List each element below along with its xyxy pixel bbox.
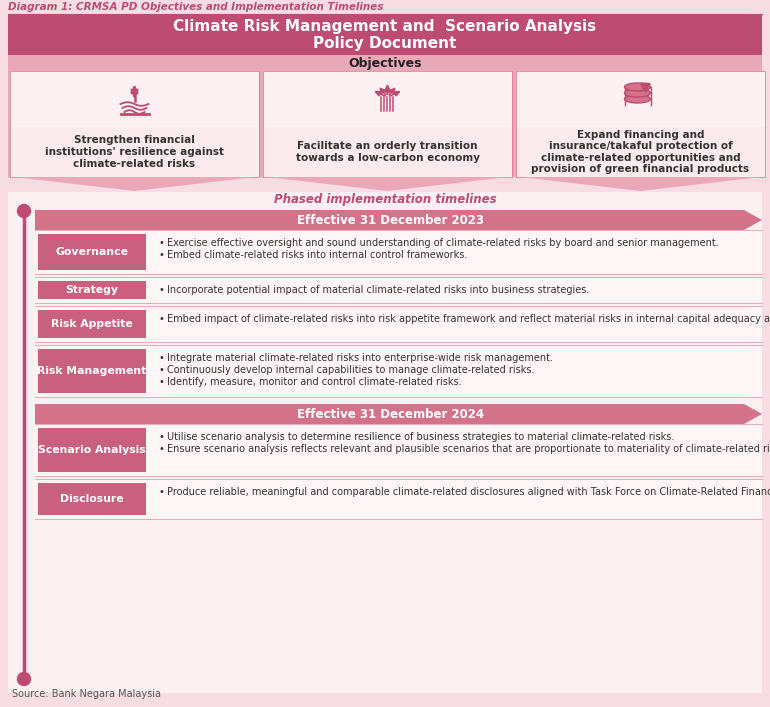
- Bar: [10, 127, 259, 177]
- Text: Continuously develop internal capabilities to manage climate-related risks.: Continuously develop internal capabiliti…: [167, 365, 534, 375]
- Text: •: •: [158, 432, 164, 442]
- Polygon shape: [14, 177, 255, 191]
- Text: Expand financing and
insurance/takaful protection of
climate-related opportuniti: Expand financing and insurance/takaful p…: [531, 129, 749, 175]
- Bar: [516, 127, 765, 177]
- Bar: [263, 127, 512, 177]
- Bar: [35, 424, 762, 476]
- Text: Exercise effective oversight and sound understanding of climate-related risks by: Exercise effective oversight and sound u…: [167, 238, 718, 248]
- Text: •: •: [158, 487, 164, 497]
- Polygon shape: [35, 210, 762, 230]
- Polygon shape: [267, 177, 508, 191]
- Text: Strengthen financial
institutions' resilience against
climate-related risks: Strengthen financial institutions' resil…: [45, 136, 224, 168]
- Text: Risk Appetite: Risk Appetite: [51, 319, 133, 329]
- Bar: [8, 192, 762, 693]
- Text: Facilitate an orderly transition
towards a low-carbon economy: Facilitate an orderly transition towards…: [296, 141, 480, 163]
- Bar: [35, 306, 762, 342]
- Text: Source: Bank Negara Malaysia: Source: Bank Negara Malaysia: [12, 689, 161, 699]
- Bar: [35, 277, 762, 303]
- Bar: [35, 479, 762, 519]
- Text: •: •: [158, 314, 164, 324]
- Text: Climate Risk Management and  Scenario Analysis
Policy Document: Climate Risk Management and Scenario Ana…: [173, 19, 597, 51]
- Ellipse shape: [624, 83, 651, 91]
- Text: Strategy: Strategy: [65, 285, 119, 295]
- Text: Produce reliable, meaningful and comparable climate-related disclosures aligned : Produce reliable, meaningful and compara…: [167, 487, 770, 497]
- Ellipse shape: [624, 95, 651, 103]
- Bar: [8, 71, 762, 177]
- Bar: [38, 234, 146, 270]
- Bar: [35, 230, 762, 274]
- Text: Risk Management: Risk Management: [38, 366, 146, 376]
- Text: Effective 31 December 2024: Effective 31 December 2024: [297, 407, 484, 421]
- Text: Embed climate-related risks into internal control frameworks.: Embed climate-related risks into interna…: [167, 250, 467, 260]
- Text: Phased implementation timelines: Phased implementation timelines: [273, 194, 497, 206]
- Text: •: •: [158, 250, 164, 260]
- Bar: [516, 71, 765, 127]
- Polygon shape: [35, 404, 762, 424]
- Text: Utilise scenario analysis to determine resilience of business strategies to mate: Utilise scenario analysis to determine r…: [167, 432, 675, 442]
- Ellipse shape: [624, 89, 651, 97]
- Text: Embed impact of climate-related risks into risk appetite framework and reflect m: Embed impact of climate-related risks in…: [167, 314, 770, 324]
- Text: •: •: [158, 353, 164, 363]
- Circle shape: [18, 672, 31, 686]
- Text: Objectives: Objectives: [348, 57, 422, 69]
- Polygon shape: [520, 177, 761, 191]
- Circle shape: [18, 204, 31, 218]
- Text: Diagram 1: CRMSA PD Objectives and Implementation Timelines: Diagram 1: CRMSA PD Objectives and Imple…: [8, 2, 383, 12]
- Text: Identify, measure, monitor and control climate-related risks.: Identify, measure, monitor and control c…: [167, 377, 462, 387]
- Text: •: •: [158, 377, 164, 387]
- Text: Incorporate potential impact of material climate-related risks into business str: Incorporate potential impact of material…: [167, 285, 589, 295]
- Text: Ensure scenario analysis reflects relevant and plausible scenarios that are prop: Ensure scenario analysis reflects releva…: [167, 444, 770, 454]
- Text: •: •: [158, 444, 164, 454]
- Text: Disclosure: Disclosure: [60, 494, 124, 504]
- Bar: [38, 349, 146, 393]
- Text: •: •: [158, 365, 164, 375]
- Bar: [8, 55, 762, 71]
- Bar: [38, 428, 146, 472]
- Text: Scenario Analysis: Scenario Analysis: [38, 445, 146, 455]
- Bar: [35, 345, 762, 397]
- Bar: [10, 71, 259, 127]
- Text: Governance: Governance: [55, 247, 129, 257]
- Text: Integrate material climate-related risks into enterprise-wide risk management.: Integrate material climate-related risks…: [167, 353, 553, 363]
- Bar: [38, 310, 146, 338]
- Bar: [38, 483, 146, 515]
- Bar: [8, 15, 762, 55]
- Bar: [263, 71, 512, 127]
- Text: Effective 31 December 2023: Effective 31 December 2023: [297, 214, 484, 226]
- Bar: [0, 0, 770, 14]
- Text: •: •: [158, 238, 164, 248]
- Text: •: •: [158, 285, 164, 295]
- Bar: [38, 281, 146, 299]
